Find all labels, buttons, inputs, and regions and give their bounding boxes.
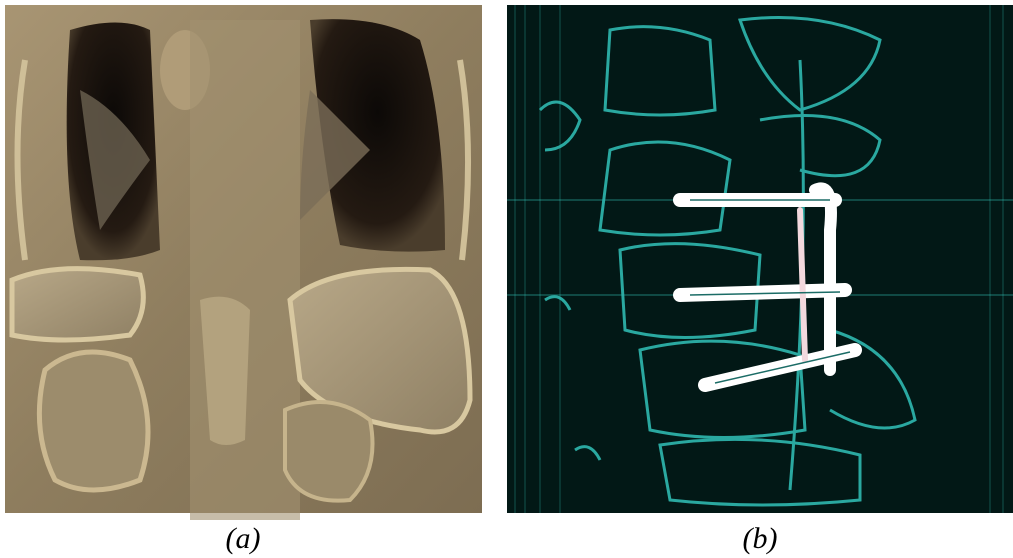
panel-b-image bbox=[507, 5, 1013, 513]
panel-a-image bbox=[5, 5, 482, 520]
caption: (b) bbox=[743, 522, 778, 555]
caption: (a) bbox=[226, 522, 261, 555]
